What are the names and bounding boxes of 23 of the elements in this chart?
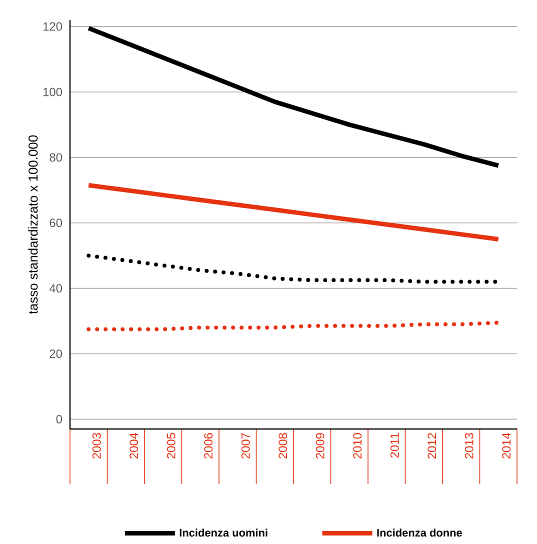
x-tick-label: 2011 — [390, 433, 399, 458]
x-tick-label: 2007 — [241, 433, 250, 459]
y-tick-label: 80 — [50, 153, 62, 162]
x-tick-label: 2009 — [316, 433, 324, 459]
legend-label: Incidenza donne — [377, 528, 462, 537]
line-series — [86, 182, 501, 242]
legend-label: Incidenza uomini — [180, 528, 268, 537]
x-tick-label: 2008 — [278, 433, 288, 459]
x-tick-label: 2012 — [428, 433, 436, 459]
x-tick-label: 2003 — [92, 433, 101, 459]
y-tick-label: 40 — [49, 284, 62, 293]
y-tick-label: 0 — [56, 414, 62, 424]
x-tick-label: 2006 — [204, 433, 213, 459]
x-tick-label: 2005 — [166, 433, 176, 459]
x-tick-label: 2010 — [353, 432, 362, 459]
y-tick-label: 20 — [50, 350, 62, 358]
x-tick-label: 2013 — [464, 433, 474, 459]
x-tick-label: 2014 — [502, 432, 511, 459]
y-tick-label: 60 — [50, 218, 62, 228]
x-tick-label: 2004 — [130, 432, 138, 459]
y-tick-label: 100 — [43, 88, 62, 96]
y-tick-label: 120 — [43, 22, 62, 31]
y-axis-title: tasso standardizzato x 100.000 — [28, 135, 38, 314]
